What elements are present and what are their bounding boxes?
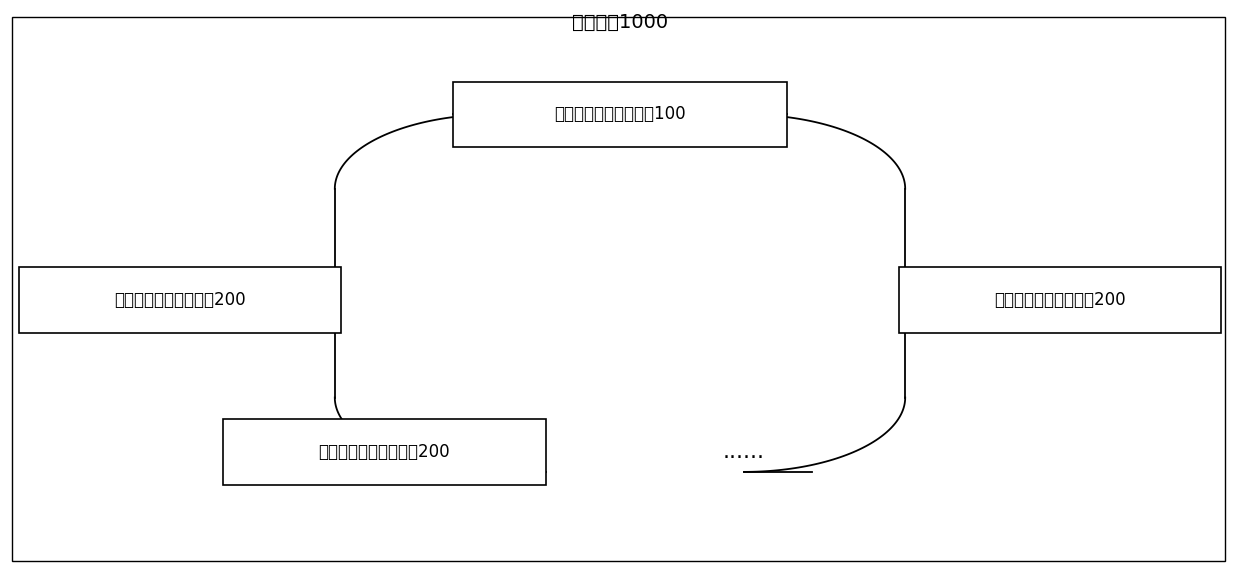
Text: 第二类基站网络交换机200: 第二类基站网络交换机200 — [319, 443, 450, 461]
Text: 第一类基站网络交换机100: 第一类基站网络交换机100 — [554, 105, 686, 124]
Text: ......: ...... — [723, 442, 765, 462]
Bar — [453, 81, 787, 147]
Bar — [223, 419, 546, 485]
Bar — [899, 267, 1221, 333]
Bar — [19, 267, 341, 333]
Text: 第二类基站网络交换机200: 第二类基站网络交换机200 — [114, 291, 246, 309]
Text: 环网系统1000: 环网系统1000 — [572, 13, 668, 33]
Text: 第二类基站网络交换机200: 第二类基站网络交换机200 — [994, 291, 1126, 309]
